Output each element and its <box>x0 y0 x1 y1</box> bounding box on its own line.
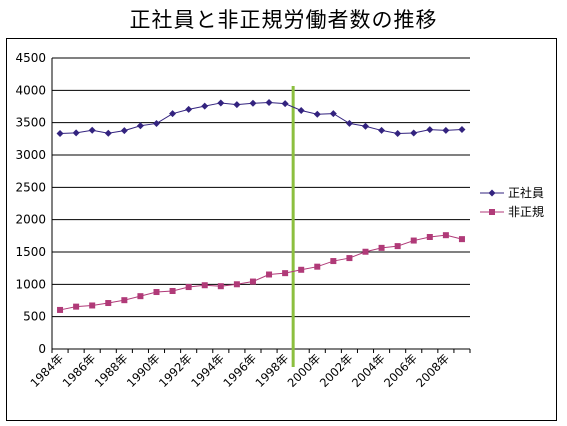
x-tick-label: 2004年 <box>349 351 388 390</box>
y-tick-label: 2500 <box>15 180 46 194</box>
data-point <box>201 102 209 110</box>
data-point <box>345 119 353 127</box>
data-point <box>458 126 466 134</box>
x-tick-label: 2000年 <box>285 351 324 390</box>
y-tick-label: 4000 <box>15 83 46 97</box>
data-point <box>153 289 160 296</box>
x-tick-label: 1986年 <box>60 351 99 390</box>
legend-label: 正社員 <box>508 185 544 200</box>
data-point <box>426 126 434 134</box>
data-point <box>57 306 64 313</box>
data-point <box>330 258 337 265</box>
data-point <box>298 266 305 273</box>
y-tick-label: 3000 <box>15 148 46 162</box>
data-point <box>233 101 241 109</box>
data-point <box>313 110 321 118</box>
x-tick-label: 1984年 <box>27 351 66 390</box>
x-tick-label: 1988年 <box>92 351 131 390</box>
x-tick-label: 1994年 <box>188 351 227 390</box>
y-tick-label: 500 <box>23 310 46 324</box>
data-point <box>410 237 417 244</box>
data-point <box>442 232 449 239</box>
data-point <box>88 126 96 134</box>
series-line <box>60 101 462 134</box>
data-point <box>89 302 96 309</box>
data-point <box>442 126 450 134</box>
data-point <box>314 263 321 270</box>
data-point <box>362 122 369 130</box>
chart-frame <box>6 38 557 421</box>
data-point <box>185 105 193 113</box>
data-point <box>346 255 353 262</box>
data-point <box>121 297 128 304</box>
x-tick-label: 1992年 <box>156 351 195 390</box>
y-tick-label: 1500 <box>15 245 46 259</box>
data-point <box>426 233 433 240</box>
data-point <box>265 98 273 106</box>
y-tick-label: 1000 <box>15 277 46 291</box>
data-point <box>362 248 369 255</box>
legend-marker <box>488 189 496 197</box>
x-tick-label: 1996年 <box>220 351 259 390</box>
data-point <box>233 281 240 288</box>
data-point <box>410 129 418 137</box>
legend-marker <box>489 209 495 215</box>
data-point <box>73 303 80 310</box>
data-point <box>217 283 224 290</box>
data-point <box>266 271 273 278</box>
x-tick-label: 2002年 <box>317 351 356 390</box>
data-point <box>281 100 289 108</box>
data-point <box>153 119 160 127</box>
data-point <box>169 110 177 118</box>
data-point <box>120 127 128 135</box>
data-point <box>394 129 402 137</box>
data-point <box>249 278 256 285</box>
data-point <box>282 270 289 277</box>
data-point <box>136 122 144 130</box>
x-tick-label: 2008年 <box>413 351 452 390</box>
data-point <box>329 110 337 118</box>
data-point <box>56 129 64 137</box>
x-tick-label: 1990年 <box>124 351 163 390</box>
data-point <box>72 129 80 137</box>
data-point <box>217 99 225 107</box>
data-point <box>297 107 305 115</box>
data-point <box>394 243 401 250</box>
data-point <box>249 99 257 107</box>
data-point <box>378 126 386 134</box>
y-tick-label: 0 <box>38 342 46 356</box>
x-tick-label: 2006年 <box>381 351 420 390</box>
data-point <box>201 282 208 289</box>
data-point <box>185 284 192 291</box>
y-tick-label: 2000 <box>15 213 46 227</box>
data-point <box>137 293 144 300</box>
data-point <box>169 287 176 294</box>
legend-label: 非正規 <box>508 204 544 219</box>
x-tick-label: 1998年 <box>253 351 292 390</box>
data-point <box>104 129 112 137</box>
data-point <box>458 236 465 243</box>
y-tick-label: 4500 <box>15 51 46 65</box>
y-tick-label: 3500 <box>15 116 46 130</box>
series-line <box>59 234 463 311</box>
data-point <box>105 300 112 307</box>
data-point <box>378 244 385 251</box>
chart-title: 正社員と非正規労働者数の推移 <box>129 8 438 32</box>
